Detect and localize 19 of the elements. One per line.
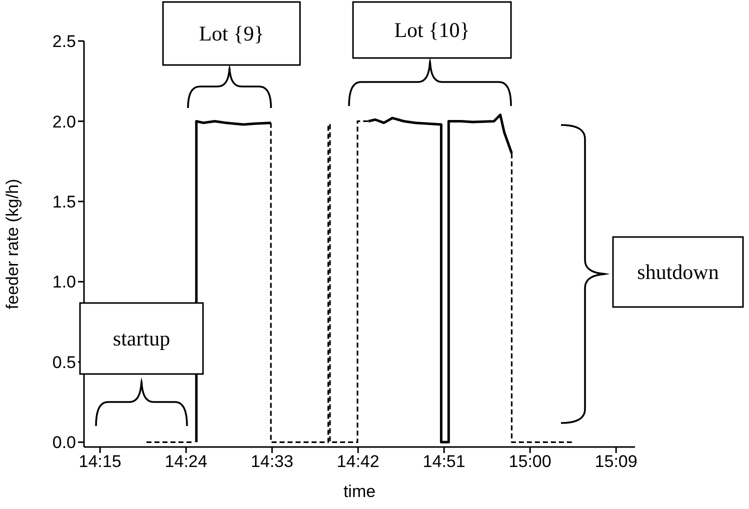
y-tick-label: 0.0 (52, 433, 76, 452)
text: shutdown (637, 260, 720, 284)
x-tick-label: 15:09 (594, 452, 638, 472)
y-tick-label: 1.0 (52, 272, 76, 292)
x-tick-label: 14:24 (164, 452, 208, 472)
x-axis-title: time (343, 482, 376, 501)
x-tick-label: 15:00 (508, 452, 552, 472)
y-axis-title: feeder rate (kg/h) (3, 178, 22, 310)
y-tick-label: 1.5 (52, 192, 76, 212)
annotation: Lot {9} (198, 22, 264, 46)
y-tick-label: 2.0 (52, 112, 76, 132)
y-tick-label: 2.5 (52, 32, 76, 52)
x-tick-label: 14:33 (250, 452, 294, 472)
x-tick-label: 14:51 (422, 452, 466, 472)
annotation: Lot {10} (394, 18, 470, 42)
x-tick-label: 14:15 (78, 452, 122, 472)
annotation: startup (112, 326, 170, 350)
x-tick-label: 14:42 (336, 452, 380, 472)
y-tick-label: 0.5 (52, 352, 76, 372)
